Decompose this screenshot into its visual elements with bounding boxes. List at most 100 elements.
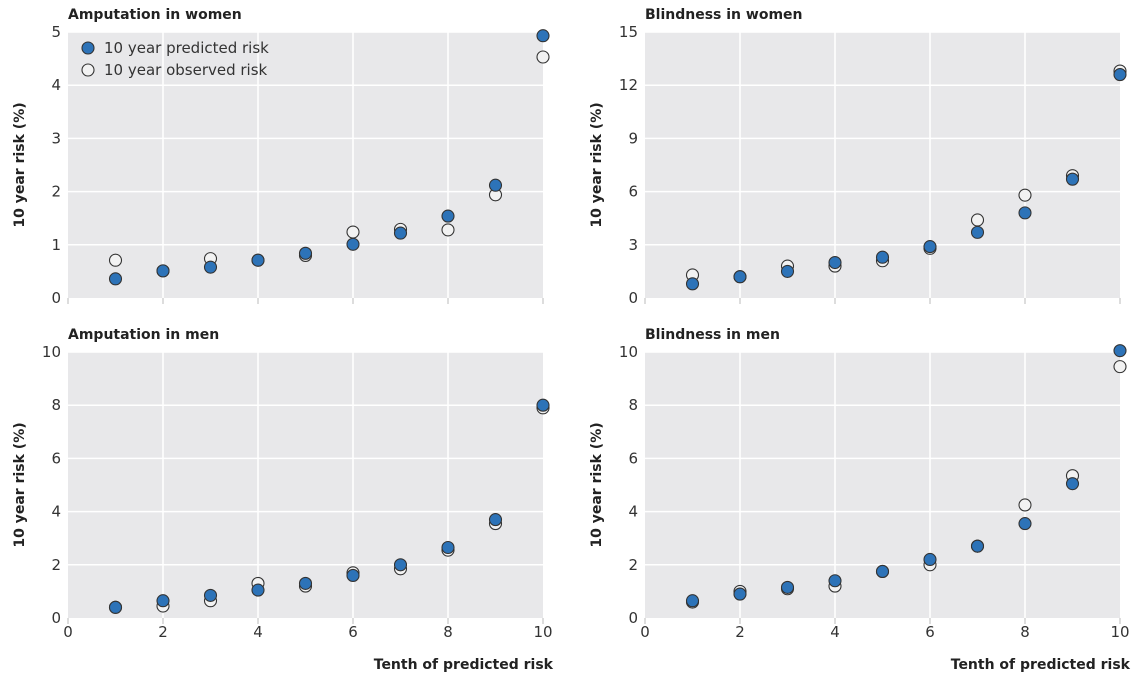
predicted-point [108,272,123,286]
predicted-point [1018,517,1032,531]
y-tick-label: 2 [51,556,61,574]
predicted-point [923,240,937,254]
predicted-point [251,253,265,267]
predicted-point [156,264,170,278]
y-tick-label: 10 [619,343,638,361]
predicted-point [203,588,218,602]
observed-point [536,50,550,64]
x-tick-label: 0 [63,623,73,641]
predicted-point [441,209,455,223]
predicted-point [346,568,360,582]
observed-point [441,223,455,237]
y-tick-label: 2 [51,183,61,201]
x-axis-label: Tenth of predicted risk [951,657,1131,673]
predicted-point [251,583,265,597]
x-tick-label: 10 [533,623,552,641]
y-tick-label: 0 [628,289,638,307]
predicted-point [488,513,503,527]
y-tick-label: 8 [628,396,638,414]
y-tick-label: 15 [619,23,638,41]
legend-observed-label: 10 year observed risk [104,61,268,79]
predicted-point [203,260,218,274]
observed-point [1018,498,1032,512]
observed-point [1113,360,1127,374]
legend-observed-marker [81,63,95,77]
predicted-point [970,539,985,553]
chart-panel-2: 0 3 6 9 12 15 Blindness in women 10 year risk (… [589,7,1127,307]
y-tick-label: 0 [628,609,638,627]
chart-panel-1: 0 1 2 3 4 5 Amputation in women 10 year risk (%… [12,7,550,307]
predicted-point [393,558,408,572]
y-tick-label: 9 [628,129,638,147]
x-axis-label: Tenth of predicted risk [374,657,554,673]
predicted-point [298,576,313,590]
observed-point [346,225,360,239]
y-tick-label: 2 [628,556,638,574]
predicted-point [441,540,455,555]
y-axis-label: 10 year risk (%) [589,422,605,547]
predicted-point [923,552,937,567]
panel-title: Blindness in men [645,327,780,343]
y-tick-label: 3 [628,236,638,254]
y-tick-label: 4 [628,503,638,521]
y-tick-label: 12 [619,76,638,94]
y-tick-label: 10 [42,343,61,361]
predicted-point [733,587,747,601]
predicted-point [1065,477,1080,491]
y-tick-label: 6 [628,449,638,467]
predicted-point [346,237,360,251]
predicted-point [685,277,700,291]
legend: 10 year predicted risk 10 year observed r… [81,39,269,79]
y-tick-label: 5 [51,23,61,41]
predicted-point [828,255,842,270]
y-axis-label: 10 year risk (%) [12,422,28,547]
observed-point [970,213,985,227]
panel-title: Blindness in women [645,7,803,23]
legend-predicted-marker [81,41,95,55]
y-axis-label: 10 year risk (%) [589,102,605,227]
predicted-point [488,178,503,192]
predicted-point [298,246,313,260]
predicted-point [970,225,985,239]
observed-point [108,253,123,267]
x-tick-label: 4 [830,623,840,641]
predicted-point [393,226,408,240]
y-tick-label: 4 [51,76,61,94]
x-tick-label: 6 [348,623,358,641]
predicted-point [780,580,795,594]
y-tick-label: 8 [51,396,61,414]
predicted-point [536,29,550,43]
y-tick-label: 3 [51,129,61,147]
chart-panel-4: 0 2 4 6 8 10 0 2 4 6 8 10 Blindness in men 10 year ri… [589,327,1131,673]
y-tick-label: 4 [51,503,61,521]
x-tick-label: 2 [158,623,168,641]
predicted-point [1018,206,1032,220]
predicted-point [536,398,550,412]
predicted-point [685,594,700,608]
observed-point [1018,188,1032,202]
predicted-point [733,270,747,284]
y-tick-label: 0 [51,289,61,307]
predicted-point [1113,344,1127,358]
y-tick-label: 1 [51,236,61,254]
legend-predicted-label: 10 year predicted risk [104,39,269,57]
x-tick-label: 8 [1020,623,1030,641]
y-tick-label: 6 [628,183,638,201]
plot-area [68,352,543,618]
y-tick-label: 0 [51,609,61,627]
predicted-point [1113,68,1127,82]
x-tick-label: 0 [640,623,650,641]
predicted-point [156,594,170,608]
predicted-point [828,574,842,588]
x-tick-label: 8 [443,623,453,641]
x-tick-label: 2 [735,623,745,641]
plot-area [645,352,1120,618]
x-tick-label: 4 [253,623,263,641]
chart-panel-3: 0 2 4 6 8 10 0 2 4 6 8 10 Amputation in men 10 year r… [12,327,554,673]
predicted-point [875,564,890,579]
panel-title: Amputation in men [68,327,219,343]
predicted-point [780,264,795,278]
predicted-point [1065,172,1080,186]
panel-title: Amputation in women [68,7,242,23]
